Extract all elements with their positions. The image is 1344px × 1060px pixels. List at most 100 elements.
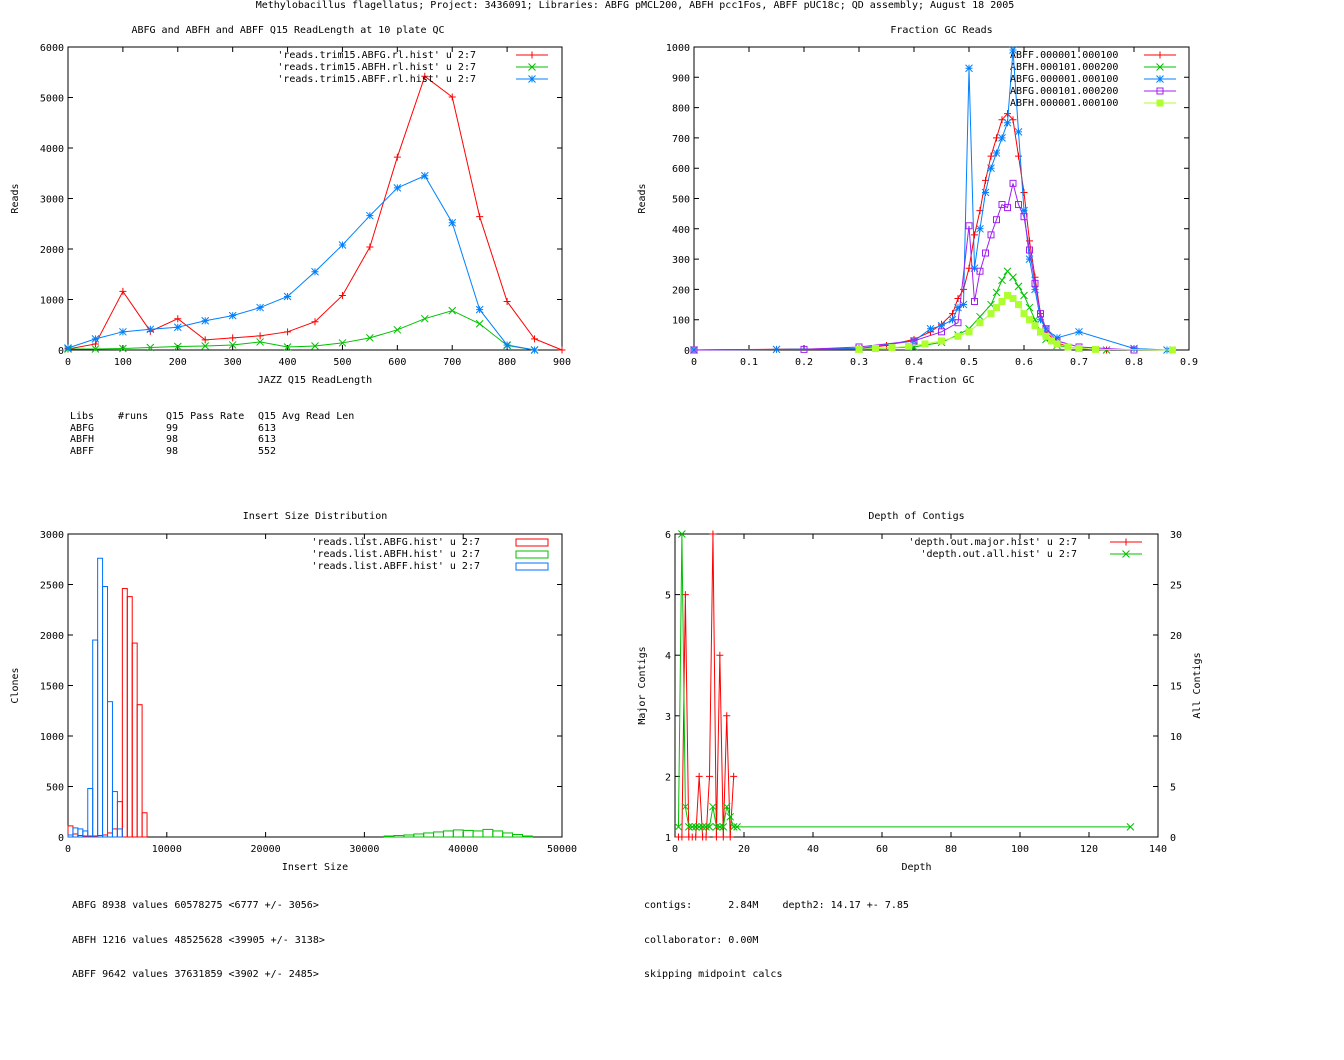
- stats-pass-rate: 98: [166, 434, 179, 445]
- y-tick-label: 700: [672, 134, 690, 145]
- data-point: [976, 319, 984, 327]
- data-point: [1031, 285, 1039, 294]
- data-point: [1009, 179, 1017, 187]
- y-tick-label: 4: [665, 651, 671, 662]
- x-tick-label: 0.1: [740, 357, 758, 368]
- y-tick-label: 6000: [40, 43, 64, 54]
- histogram-bar: [92, 639, 99, 838]
- data-point: [992, 288, 1001, 297]
- y-tick-label: 500: [46, 783, 64, 794]
- data-point: [1048, 337, 1055, 345]
- data-point: [228, 341, 237, 349]
- data-point: [1004, 110, 1011, 118]
- data-point: [715, 823, 724, 831]
- data-point: [888, 344, 896, 352]
- y2-tick-label: 20: [1170, 631, 1182, 642]
- data-point: [1092, 345, 1099, 353]
- data-point: [1075, 344, 1083, 352]
- legend-label: ABFG.000101.000200: [1010, 86, 1118, 97]
- data-point: [119, 327, 127, 336]
- data-point: [981, 188, 990, 197]
- data-point: [719, 823, 728, 831]
- data-point: [726, 833, 734, 841]
- x-axis-label: JAZZ Q15 ReadLength: [258, 375, 372, 386]
- data-point: [558, 346, 566, 354]
- y-tick-label: 0: [58, 833, 64, 844]
- histogram-bar: [111, 791, 118, 838]
- x-tick-label: 0.2: [795, 357, 813, 368]
- data-point: [119, 287, 127, 295]
- y-tick-label: 300: [672, 255, 690, 266]
- y-tick-label: 2000: [40, 631, 64, 642]
- histogram-bar: [87, 788, 94, 838]
- legend-marker: [1156, 51, 1164, 59]
- legend-marker: [1156, 87, 1164, 95]
- x-tick-label: 700: [443, 357, 461, 368]
- readlength-stats-table: Libs #runs Q15 Pass Rate Q15 Avg Read Le…: [70, 388, 354, 469]
- y-tick-label: 1500: [40, 682, 64, 693]
- series-line: [68, 310, 535, 351]
- data-point: [976, 224, 984, 233]
- data-point: [1042, 332, 1050, 340]
- data-point: [64, 344, 72, 352]
- x-tick-label: 0.4: [905, 357, 923, 368]
- data-point: [284, 328, 292, 336]
- histogram-bar: [116, 828, 123, 838]
- stats-runs: [118, 434, 166, 446]
- data-point: [959, 300, 968, 309]
- insert-stat-line: ABFF 9642 values 37631859 <3902 +/- 2485…: [72, 969, 319, 980]
- y-tick-label: 0: [58, 346, 64, 357]
- data-point: [965, 222, 973, 230]
- data-point: [146, 343, 155, 352]
- data-point: [733, 823, 741, 831]
- legend-swatch: [515, 538, 549, 547]
- data-point: [1169, 346, 1176, 354]
- data-point: [948, 315, 957, 324]
- histogram-bar: [67, 834, 74, 838]
- data-point: [448, 93, 456, 101]
- insert-stats: ABFG 8938 values 60578275 <6777 +/- 3056…: [72, 877, 325, 992]
- stats-avg-len: 552: [258, 445, 277, 457]
- histogram-bar: [482, 828, 494, 838]
- data-point: [729, 823, 738, 831]
- x-tick-label: 300: [224, 357, 242, 368]
- data-point: [421, 72, 429, 80]
- series-line: [677, 533, 1131, 828]
- y2-tick-label: 30: [1170, 530, 1182, 541]
- y-axis-label: Reads: [10, 183, 21, 213]
- data-point: [1126, 823, 1135, 831]
- chart-title: Insert Size Distribution: [243, 511, 388, 522]
- chart-title: Fraction GC Reads: [890, 25, 992, 36]
- legend-marker: [528, 51, 536, 59]
- data-point: [982, 249, 989, 257]
- y2-tick-label: 0: [1170, 833, 1176, 844]
- data-point: [338, 241, 347, 249]
- legend-marker: [1156, 63, 1164, 71]
- x-tick-label: 0.9: [1180, 357, 1198, 368]
- histogram-bar: [116, 801, 123, 838]
- data-point: [730, 772, 738, 780]
- stats-avg-len: 613: [258, 434, 277, 445]
- data-point: [283, 343, 292, 351]
- histogram-bar: [492, 830, 504, 838]
- legend-marker: [1122, 550, 1130, 558]
- legend-label: ABFG.000001.000100: [1010, 74, 1118, 85]
- data-point: [420, 314, 429, 323]
- x-tick-label: 100: [114, 357, 132, 368]
- data-point: [475, 305, 484, 314]
- data-point: [698, 823, 707, 831]
- data-point: [393, 153, 401, 161]
- y-tick-label: 3: [665, 712, 671, 723]
- data-point: [954, 319, 962, 327]
- data-point: [1036, 315, 1045, 324]
- y-tick-label: 2000: [40, 245, 64, 256]
- data-point: [678, 530, 686, 538]
- data-point: [976, 267, 984, 275]
- data-point: [695, 772, 703, 780]
- histogram-bar: [136, 704, 143, 838]
- x-tick-label: 120: [1080, 844, 1098, 855]
- data-point: [1053, 340, 1061, 348]
- stats-runs: [118, 423, 166, 435]
- data-point: [256, 338, 264, 346]
